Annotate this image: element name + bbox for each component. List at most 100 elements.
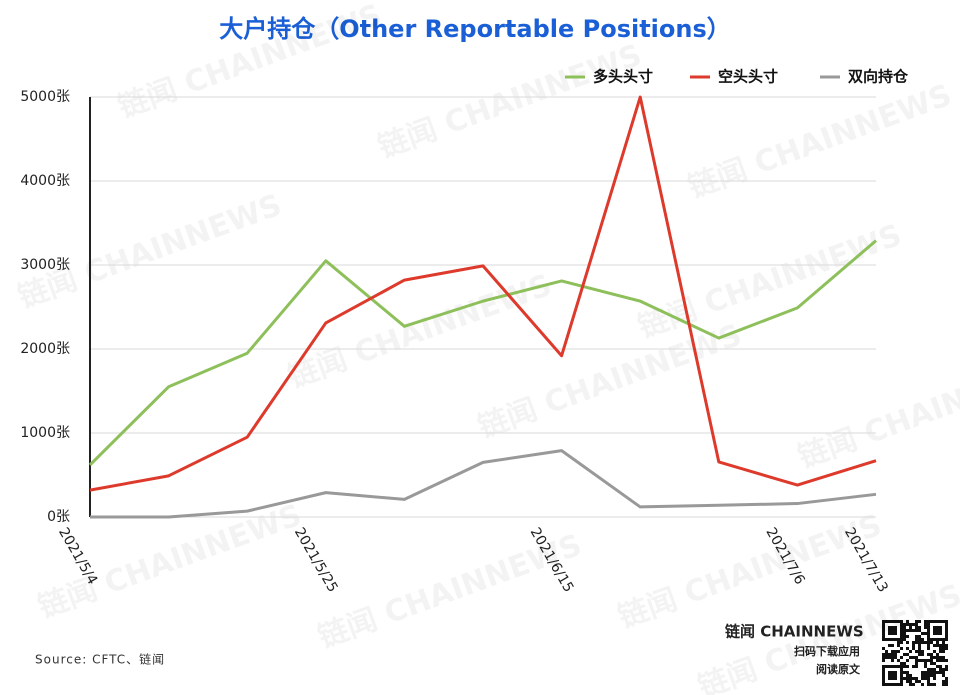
qr-cell — [942, 680, 945, 683]
qr-cell — [900, 662, 903, 665]
qr-cell — [891, 653, 894, 656]
qr-cell — [921, 671, 924, 674]
qr-cell — [927, 668, 930, 671]
qr-cell — [933, 638, 936, 641]
qr-cell — [906, 665, 909, 668]
qr-cell — [939, 665, 942, 668]
qr-cell — [882, 680, 885, 683]
watermark: 链闻 CHAINNEWS — [14, 188, 287, 316]
qr-cell — [912, 641, 915, 644]
watermark: 链闻 CHAINNEWS — [794, 348, 960, 476]
qr-cell — [945, 647, 948, 650]
qr-cell — [897, 650, 900, 653]
y-tick-label: 5000张 — [20, 89, 70, 105]
qr-cell — [924, 674, 927, 677]
qr-cell — [903, 623, 906, 626]
qr-cell — [894, 656, 897, 659]
qr-cell — [912, 629, 915, 632]
qr-cell — [903, 677, 906, 680]
qr-cell — [903, 653, 906, 656]
qr-cell — [891, 674, 894, 677]
qr-code — [880, 618, 948, 686]
qr-cell — [891, 626, 894, 629]
qr-cell — [930, 620, 933, 623]
y-tick-label: 1000张 — [20, 425, 70, 441]
watermark: 链闻 CHAINNEWS — [374, 38, 647, 166]
qr-cell — [945, 644, 948, 647]
qr-cell — [939, 659, 942, 662]
qr-cell — [915, 635, 918, 638]
qr-cell — [897, 638, 900, 641]
qr-cell — [900, 665, 903, 668]
qr-cell — [885, 683, 888, 686]
qr-cell — [945, 620, 948, 623]
qr-cell — [933, 626, 936, 629]
qr-cell — [882, 629, 885, 632]
qr-cell — [915, 677, 918, 680]
qr-cell — [885, 650, 888, 653]
chart-title: 大户持仓（Other Reportable Positions） — [219, 15, 731, 43]
qr-cell — [912, 647, 915, 650]
qr-cell — [930, 683, 933, 686]
series-line — [88, 239, 877, 466]
qr-cell — [894, 638, 897, 641]
qr-cell — [882, 626, 885, 629]
qr-cell — [936, 665, 939, 668]
qr-cell — [933, 674, 936, 677]
qr-cell — [903, 662, 906, 665]
qr-cell — [918, 638, 921, 641]
qr-cell — [927, 677, 930, 680]
qr-cell — [936, 626, 939, 629]
qr-cell — [891, 677, 894, 680]
qr-cell — [945, 659, 948, 662]
qr-cell — [933, 677, 936, 680]
qr-cell — [894, 620, 897, 623]
qr-cell — [903, 635, 906, 638]
qr-cell — [891, 671, 894, 674]
qr-cell — [894, 632, 897, 635]
qr-cell — [933, 650, 936, 653]
qr-cell — [882, 653, 885, 656]
qr-cell — [912, 677, 915, 680]
download-note: 扫码下载应用 — [794, 644, 860, 658]
qr-cell — [927, 629, 930, 632]
qr-cell — [888, 632, 891, 635]
qr-cell — [945, 668, 948, 671]
qr-cell — [921, 683, 924, 686]
qr-cell — [891, 659, 894, 662]
qr-cell — [909, 680, 912, 683]
qr-cell — [933, 671, 936, 674]
qr-cell — [927, 671, 930, 674]
qr-cell — [933, 683, 936, 686]
qr-cell — [903, 671, 906, 674]
qr-cell — [915, 656, 918, 659]
series-line — [89, 95, 877, 492]
qr-cell — [936, 644, 939, 647]
qr-cell — [888, 677, 891, 680]
qr-cell — [927, 659, 930, 662]
qr-cell — [945, 677, 948, 680]
qr-cell — [915, 680, 918, 683]
qr-cell — [912, 665, 915, 668]
qr-cell — [933, 620, 936, 623]
qr-cell — [882, 656, 885, 659]
qr-cell — [894, 677, 897, 680]
qr-cell — [945, 629, 948, 632]
qr-cell — [885, 653, 888, 656]
qr-cell — [888, 653, 891, 656]
qr-cell — [918, 680, 921, 683]
qr-cell — [888, 674, 891, 677]
qr-cell — [882, 635, 885, 638]
brand: 链闻 CHAINNEWS — [725, 623, 864, 641]
qr-cell — [894, 665, 897, 668]
qr-cell — [903, 629, 906, 632]
qr-cell — [924, 623, 927, 626]
qr-cell — [903, 638, 906, 641]
qr-cell — [900, 632, 903, 635]
qr-cell — [891, 644, 894, 647]
qr-cell — [885, 620, 888, 623]
qr-cell — [915, 638, 918, 641]
qr-cell — [882, 632, 885, 635]
qr-cell — [909, 674, 912, 677]
